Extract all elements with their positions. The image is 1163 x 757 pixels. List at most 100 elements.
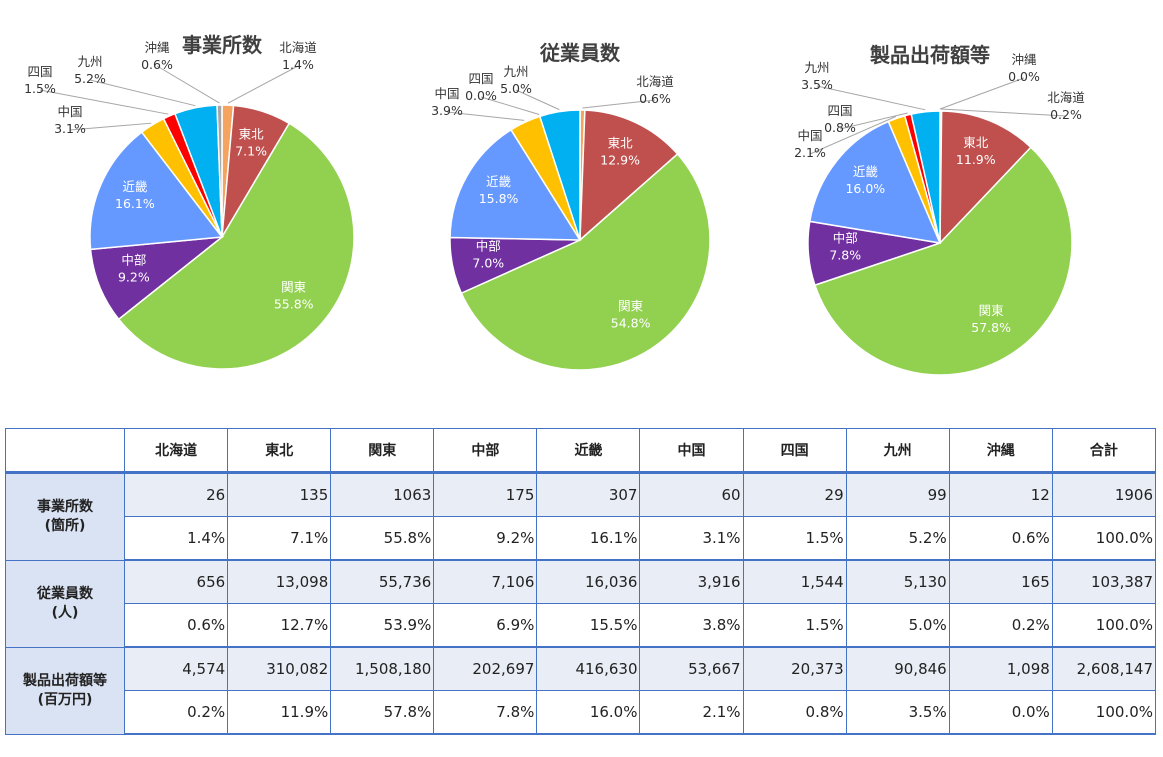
table-cell: 100.0%	[1051, 690, 1157, 735]
pie-chart-1: 北海道 1.4% 東北 7.1% 関東 55.8% 中部 9.2% 近畿 16.1% 中国 3.1% 四…	[24, 33, 355, 370]
slice-category-label-kinki: 近畿	[486, 174, 512, 189]
leader-line-shikoku	[480, 96, 540, 115]
table-cell: 29	[742, 472, 847, 517]
table-cell: 60	[639, 472, 744, 517]
table-cell: 1,544	[742, 559, 847, 604]
slice-value-label-kyushu: 3.5%	[801, 77, 833, 92]
row-label-employees: 従業員数 (人)	[4, 559, 126, 648]
row-label-shipments: 製品出荷額等 (百万円)	[4, 646, 126, 735]
table-row: 製品出荷額等 (百万円) 4,574 310,082 1,508,180 202…	[4, 646, 1157, 735]
header-tohoku: 東北	[227, 428, 332, 474]
row-label-main: 従業員数	[37, 585, 94, 602]
row-label-main: 事業所数	[37, 498, 94, 515]
table-cell: 5,130	[845, 559, 950, 604]
header-kinki: 近畿	[536, 428, 641, 474]
slice-category-label-kanto: 関東	[281, 279, 307, 294]
pie-slice-kinki	[808, 120, 942, 244]
slice-value-label-tohoku: 12.9%	[600, 152, 640, 167]
table-cell: 175	[433, 472, 538, 517]
leader-line-kyushu	[816, 85, 926, 111]
regional-data-table: 北海道 東北 関東 中部 近畿 中国 四国 九州 沖縄 合計 事業所数 (箇所)…	[4, 428, 1157, 735]
slice-category-label-chugoku: 中国	[797, 128, 822, 143]
table-cell: 1.5%	[742, 603, 847, 648]
pie-slice-kanto	[460, 152, 711, 371]
slice-category-label-shikoku: 四国	[27, 64, 52, 79]
slice-value-label-chugoku: 3.1%	[54, 121, 86, 136]
table-row: 事業所数 (箇所) 26 135 1063 175 307 60 29 99 1…	[4, 472, 1157, 561]
leader-line-hokkaido	[582, 99, 656, 109]
chart-title: 事業所数	[182, 33, 263, 57]
slice-category-label-hokkaido: 北海道	[1047, 90, 1085, 105]
table-cell: 100.0%	[1051, 603, 1157, 648]
slice-value-label-tohoku: 11.9%	[956, 152, 996, 167]
table-cell: 3.1%	[639, 516, 744, 561]
leader-line-chugoku	[69, 122, 152, 131]
slice-category-label-tohoku: 東北	[963, 135, 989, 150]
pie-slice-tohoku	[579, 109, 679, 242]
slice-category-label-shikoku: 四国	[827, 103, 852, 118]
table-cell: 55,736	[330, 559, 435, 604]
row-label-main: 製品出荷額等	[23, 672, 108, 689]
pie-chart-2: 北海道 0.6% 東北 12.9% 関東 54.8% 中部 7.0% 近畿 15.8% 中国 3.9%…	[431, 41, 711, 371]
slice-value-label-hokkaido: 0.6%	[639, 91, 671, 106]
slice-value-label-shikoku: 0.0%	[465, 88, 497, 103]
slice-value-label-shikoku: 1.5%	[24, 81, 56, 96]
leader-line-hokkaido	[940, 108, 1067, 117]
table-cell: 135	[227, 472, 332, 517]
table-cell: 20,373	[742, 646, 847, 691]
table-cell: 1063	[330, 472, 435, 517]
table-cell: 13,098	[227, 559, 332, 604]
slice-value-label-chubu: 7.0%	[472, 256, 504, 271]
leader-line-hokkaido	[227, 65, 299, 104]
slice-category-label-tohoku: 東北	[239, 127, 265, 142]
table-cell: 12	[948, 472, 1053, 517]
pie-slice-kinki	[89, 131, 224, 251]
table-cell: 1,508,180	[330, 646, 435, 691]
header-corner	[4, 428, 126, 474]
slice-value-label-kanto: 54.8%	[611, 316, 651, 331]
table-cell: 165	[948, 559, 1053, 604]
table-cell: 16,036	[536, 559, 641, 604]
slice-value-label-kyushu: 5.2%	[74, 71, 106, 86]
table-cell: 0.6%	[124, 603, 229, 648]
pie-slice-kyushu	[538, 109, 581, 241]
slice-category-label-kyushu: 九州	[804, 60, 829, 75]
table-row: 1.4% 7.1% 55.8% 9.2% 16.1% 3.1% 1.5% 5.2…	[6, 516, 1157, 561]
slice-category-label-kyushu: 九州	[503, 64, 528, 79]
slice-category-label-kanto: 関東	[979, 303, 1005, 318]
table-cell: 11.9%	[227, 690, 332, 735]
table-cell: 16.1%	[536, 516, 641, 561]
slice-category-label-chubu: 中部	[476, 239, 501, 254]
slice-value-label-chubu: 7.8%	[829, 248, 861, 263]
table-cell: 3.5%	[845, 690, 950, 735]
slice-category-label-okinawa: 沖縄	[144, 40, 170, 55]
pie-slice-kinki	[449, 128, 582, 241]
leader-line-shikoku	[39, 89, 169, 115]
row-label-establishments: 事業所数 (箇所)	[4, 472, 126, 561]
slice-value-label-kanto: 55.8%	[274, 296, 314, 311]
slice-category-label-tohoku: 東北	[608, 135, 634, 150]
leader-line-okinawa	[939, 77, 1025, 110]
leader-line-shikoku	[839, 112, 908, 130]
pie-slice-tohoku	[939, 110, 1032, 245]
slice-category-label-chugoku: 中国	[434, 86, 459, 101]
table-cell: 55.8%	[330, 516, 435, 561]
table-cell: 1.5%	[742, 516, 847, 561]
table-cell: 15.5%	[536, 603, 641, 648]
table-cell: 0.6%	[948, 516, 1053, 561]
table-cell: 100.0%	[1051, 516, 1157, 561]
slice-value-label-hokkaido: 1.4%	[282, 57, 314, 72]
slice-value-label-kinki: 16.0%	[845, 181, 885, 196]
row-label-unit: (人)	[51, 604, 79, 621]
table-cell: 0.0%	[948, 690, 1053, 735]
table-cell: 7.1%	[227, 516, 332, 561]
table-cell: 1,098	[948, 646, 1053, 691]
table-row: 従業員数 (人) 656 13,098 55,736 7,106 16,036 …	[4, 559, 1157, 648]
pie-charts-area: 北海道 1.4% 東北 7.1% 関東 55.8% 中部 9.2% 近畿 16.1% 中国 3.1% 四…	[24, 33, 1085, 376]
table-row: 0.2% 11.9% 57.8% 7.8% 16.0% 2.1% 0.8% 3.…	[6, 690, 1157, 735]
table-cell: 2.1%	[639, 690, 744, 735]
slice-category-label-shikoku: 四国	[468, 71, 493, 86]
table-cell: 3.8%	[639, 603, 744, 648]
table-cell: 12.7%	[227, 603, 332, 648]
header-chugoku: 中国	[639, 428, 744, 474]
